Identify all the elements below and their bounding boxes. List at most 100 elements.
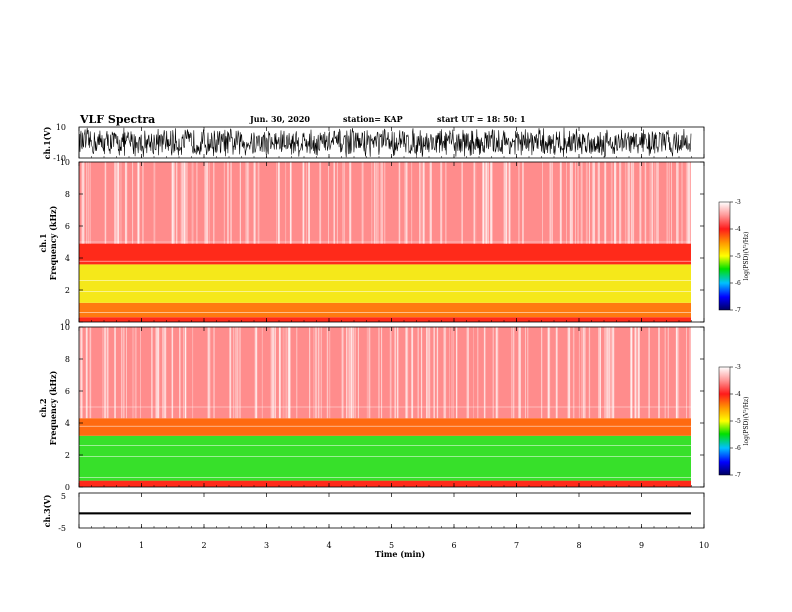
spectrogram-streak [649, 327, 650, 419]
spectrogram-streak [366, 327, 368, 419]
spectrogram-streak [303, 162, 305, 244]
spectrogram-streak [597, 162, 600, 244]
spectrogram-streak [422, 162, 425, 244]
ch1-channel-label: ch.1 [38, 233, 48, 252]
chart-title: VLF Spectra [79, 113, 155, 126]
spectrogram-streak [134, 327, 137, 419]
spectrogram-streak [286, 327, 288, 419]
spectrogram-streak [348, 327, 350, 419]
spectrogram-streak [272, 327, 274, 419]
spectrogram-streak [104, 327, 106, 419]
spectrogram-streak [204, 162, 206, 244]
ch1-colorbar: -3 -4 -5 -6 -7 log(PSD)(V²/Hz) [718, 199, 750, 314]
spectrogram-streak [89, 327, 92, 419]
spectrogram-streak [445, 162, 447, 244]
spectrogram-streak [406, 327, 409, 419]
spectrogram-streak [333, 162, 335, 244]
colorbar-tick-label: -6 [735, 280, 741, 287]
spectrogram-streak [631, 162, 633, 244]
ch2-colorbar-label: log(PSD)(V²/Hz) [743, 397, 750, 446]
spectrogram-streak [394, 327, 397, 419]
spectrogram-streak [560, 162, 562, 244]
spectrogram-streak [649, 162, 652, 244]
spectrogram-streak [227, 162, 229, 244]
spectrogram-streak [551, 162, 553, 244]
spectrogram-streak [567, 327, 570, 419]
spectrogram-streak [428, 327, 430, 419]
spectrogram-streak [296, 327, 298, 419]
ch1-waveform-ylabel: ch.1(V) [42, 126, 52, 159]
colorbar-tick-label: -4 [735, 226, 741, 233]
spectrogram-streak [604, 162, 607, 244]
spectrogram-streak [179, 327, 181, 419]
spectrogram-streak [511, 327, 513, 419]
spectrogram-streak [278, 162, 280, 244]
spectrogram-streak [255, 327, 258, 419]
spectrogram-streak [421, 327, 422, 419]
spectrogram-streak [609, 327, 611, 419]
spectrogram-streak [443, 327, 445, 419]
spectrogram-streak [555, 327, 558, 419]
spectrogram-band [79, 264, 691, 303]
spectrogram-streak [305, 162, 308, 244]
station-label: station= KAP [343, 114, 403, 124]
spectrogram-streak [104, 162, 107, 244]
spectrogram-streak [658, 327, 660, 419]
spectrogram-streak [279, 327, 281, 419]
spectrogram-streak [362, 162, 364, 244]
ch1-spectrogram-panel: 0 2 4 6 8 10 ch.1 Frequency (kHz) [38, 158, 705, 327]
ch3-waveform-trace [79, 512, 691, 515]
spectrogram-streak [527, 327, 529, 419]
time-tick-label: 7 [514, 541, 519, 550]
spectrogram-streak [648, 327, 650, 419]
spectrogram-streak [183, 327, 184, 419]
spectrogram-streak [126, 327, 127, 419]
spectrogram-streak [155, 327, 158, 419]
time-tick-label: 0 [76, 541, 81, 550]
freq-tick-label: 6 [65, 387, 70, 396]
spectrogram-streak [151, 327, 153, 419]
spectrogram-streak [606, 327, 609, 419]
ch2-spectrogram-panel: 0 2 4 6 8 10 ch.2 Frequency (kHz) [38, 323, 705, 492]
freq-tick-label: 10 [60, 158, 70, 167]
spectrogram-streak [328, 162, 329, 244]
ch1-colorbar-label: log(PSD)(V²/Hz) [743, 232, 750, 281]
spectrogram-streak [559, 162, 562, 244]
spectrogram-streak [196, 162, 198, 244]
spectrogram-streak [631, 327, 633, 419]
spectrogram-streak [88, 162, 90, 244]
spectrogram-streak [377, 162, 379, 244]
spectrogram-streak [81, 162, 83, 244]
colorbar-tick-label: -5 [735, 418, 741, 425]
spectrogram-streak [257, 162, 260, 244]
ch1-waveform-path [78, 127, 692, 158]
spectrogram-streak [102, 327, 104, 419]
spectrogram-streak [389, 327, 392, 419]
spectrogram-band [79, 243, 691, 265]
spectrogram-streak [411, 327, 414, 419]
spectrogram-streak [505, 162, 508, 244]
spectrogram-band [79, 302, 691, 318]
spectrogram-streak [327, 327, 328, 419]
spectrogram-streak [336, 162, 338, 244]
spectrogram-streak [126, 162, 128, 244]
spectrogram-streak [236, 327, 239, 419]
spectrogram-streak [153, 162, 156, 244]
spectrogram-streak [289, 162, 292, 244]
spectrogram-streak [223, 162, 225, 244]
spectrogram-streak [522, 162, 524, 244]
freq-tick-label: 10 [60, 323, 70, 332]
spectrogram-streak [277, 162, 280, 244]
spectrogram-streak [503, 162, 506, 244]
ch1-colorbar-scale [718, 201, 731, 311]
spectrogram-streak [236, 327, 238, 419]
spectrogram-streak [449, 327, 450, 419]
spectrogram-streak [208, 327, 210, 419]
time-tick-label: 9 [639, 541, 644, 550]
spectrogram-streak [685, 162, 687, 244]
spectrogram-streak [175, 162, 178, 244]
spectrogram-streak [89, 327, 92, 419]
spectrogram-streak [611, 327, 614, 419]
spectrogram-streak [309, 327, 311, 419]
spectrogram-band [79, 435, 691, 481]
